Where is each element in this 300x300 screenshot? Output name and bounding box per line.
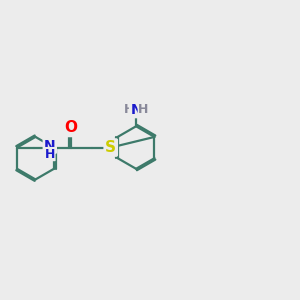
Text: H: H [45, 148, 55, 160]
Text: H: H [124, 103, 134, 116]
Text: N: N [130, 103, 142, 117]
Text: S: S [105, 140, 116, 155]
Text: O: O [64, 120, 78, 135]
Text: H: H [138, 103, 148, 116]
Text: N: N [44, 139, 56, 152]
